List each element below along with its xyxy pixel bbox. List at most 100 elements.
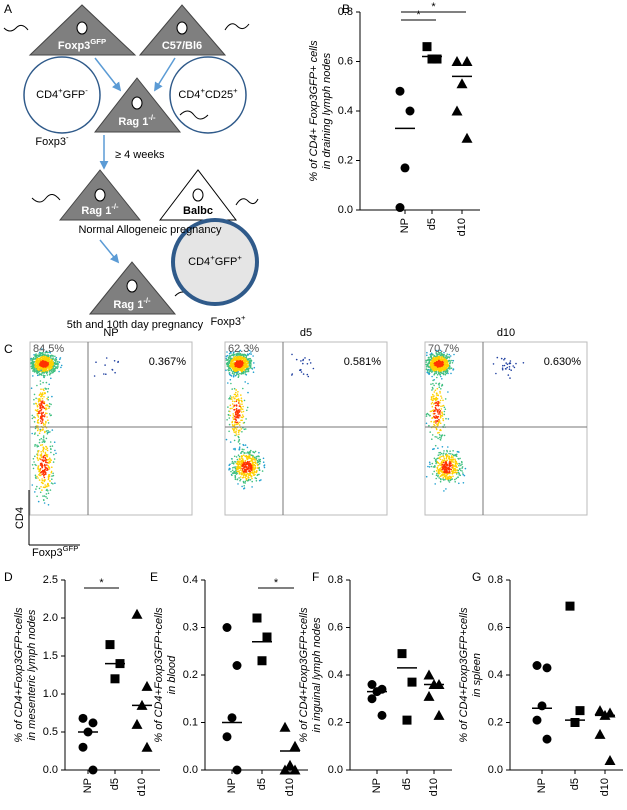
event-dot bbox=[444, 407, 446, 409]
y-tick-label: 0.4 bbox=[338, 105, 353, 117]
event-dot bbox=[44, 388, 46, 390]
event-dot bbox=[44, 393, 46, 395]
axis-title-part: Foxp3 bbox=[32, 547, 63, 559]
event-dot bbox=[451, 455, 453, 457]
event-dot bbox=[443, 356, 445, 358]
event-dot bbox=[235, 430, 237, 432]
event-dot bbox=[244, 429, 246, 431]
event-dot bbox=[32, 359, 34, 361]
event-dot bbox=[461, 464, 463, 466]
event-dot bbox=[226, 439, 228, 441]
event-dot bbox=[50, 452, 52, 454]
event-dot bbox=[232, 467, 234, 469]
data-point bbox=[423, 42, 432, 51]
event-dot bbox=[462, 472, 464, 474]
event-dot bbox=[237, 423, 239, 425]
event-dot bbox=[436, 364, 438, 366]
event-dot bbox=[233, 396, 235, 398]
event-dot bbox=[437, 410, 439, 412]
event-dot bbox=[237, 478, 239, 480]
event-dot bbox=[446, 470, 448, 472]
event-dot bbox=[239, 446, 241, 448]
event-dot bbox=[436, 475, 438, 477]
event-dot bbox=[234, 461, 236, 463]
event-dot bbox=[43, 474, 45, 476]
event-dot bbox=[453, 459, 455, 461]
event-dot bbox=[230, 471, 232, 473]
event-dot bbox=[39, 433, 41, 435]
event-dot bbox=[445, 363, 447, 365]
event-dot bbox=[443, 490, 445, 492]
y-tick-label: 1.0 bbox=[43, 688, 58, 700]
event-dot bbox=[254, 452, 256, 454]
event-dot bbox=[428, 357, 430, 359]
event-dot bbox=[457, 458, 459, 460]
event-dot bbox=[58, 371, 60, 373]
x-tick-label: NP bbox=[371, 778, 383, 793]
data-point bbox=[79, 743, 88, 752]
event-dot bbox=[242, 406, 244, 408]
panel-label: C bbox=[4, 342, 13, 356]
event-dot bbox=[438, 357, 440, 359]
event-dot bbox=[432, 383, 434, 385]
event-dot bbox=[251, 478, 253, 480]
event-dot bbox=[254, 462, 256, 464]
event-dot bbox=[251, 476, 253, 478]
event-dot bbox=[440, 395, 442, 397]
event-dot bbox=[43, 424, 45, 426]
event-dot bbox=[237, 413, 239, 415]
event-dot bbox=[497, 357, 499, 359]
event-dot bbox=[435, 362, 437, 364]
event-dot bbox=[460, 470, 462, 472]
event-dot bbox=[43, 486, 45, 488]
event-dot bbox=[245, 468, 247, 470]
data-point bbox=[223, 732, 232, 741]
data-point bbox=[396, 203, 405, 212]
data-point bbox=[452, 56, 463, 66]
event-dot bbox=[436, 436, 438, 438]
event-dot bbox=[117, 361, 119, 363]
event-dot bbox=[441, 370, 443, 372]
event-dot bbox=[437, 468, 439, 470]
event-dot bbox=[437, 458, 439, 460]
event-dot bbox=[245, 369, 247, 371]
event-dot bbox=[226, 419, 228, 421]
event-dot bbox=[229, 355, 231, 357]
event-dot bbox=[425, 361, 427, 363]
event-dot bbox=[433, 409, 435, 411]
event-dot bbox=[444, 460, 446, 462]
event-dot bbox=[296, 359, 298, 361]
event-dot bbox=[237, 365, 239, 367]
event-dot bbox=[44, 431, 46, 433]
event-dot bbox=[437, 423, 439, 425]
event-dot bbox=[443, 450, 445, 452]
event-dot bbox=[42, 441, 44, 443]
event-dot bbox=[232, 403, 234, 405]
event-dot bbox=[226, 355, 228, 357]
event-dot bbox=[32, 415, 34, 417]
y-tick-label: 0.1 bbox=[183, 716, 198, 728]
event-dot bbox=[230, 379, 232, 381]
event-dot bbox=[229, 357, 231, 359]
event-dot bbox=[462, 474, 464, 476]
event-dot bbox=[42, 369, 44, 371]
event-dot bbox=[35, 409, 37, 411]
event-dot bbox=[241, 428, 243, 430]
event-dot bbox=[444, 362, 446, 364]
event-dot bbox=[458, 465, 460, 467]
event-dot bbox=[503, 359, 505, 361]
tail bbox=[225, 24, 249, 30]
event-dot bbox=[40, 407, 42, 409]
event-dot bbox=[40, 486, 42, 488]
event-dot bbox=[439, 430, 441, 432]
flow-plot: d562.3%0.581% bbox=[225, 327, 387, 515]
event-dot bbox=[449, 457, 451, 459]
event-dot bbox=[46, 469, 48, 471]
event-dot bbox=[428, 369, 430, 371]
event-dot bbox=[232, 363, 234, 365]
event-dot bbox=[231, 388, 233, 390]
event-dot bbox=[435, 383, 437, 385]
event-dot bbox=[234, 435, 236, 437]
x-tick-label: d10 bbox=[599, 778, 611, 796]
